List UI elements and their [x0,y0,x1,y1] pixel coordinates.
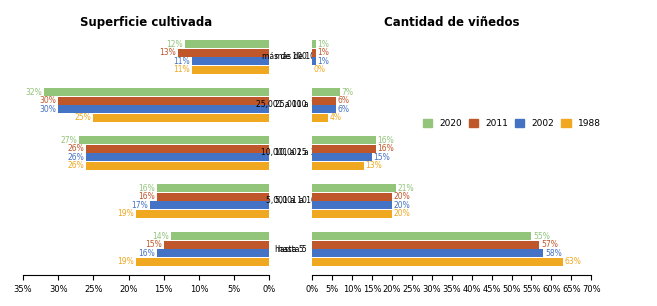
Text: más de 100: más de 100 [275,53,320,62]
Text: 20%: 20% [394,201,410,210]
Bar [312,97,336,105]
Text: 6%: 6% [338,96,350,105]
Text: 1%: 1% [317,48,330,57]
Bar [79,136,269,144]
Text: 26%: 26% [68,144,84,153]
Text: 19%: 19% [117,210,133,218]
Text: 11%: 11% [173,65,190,74]
Text: 20%: 20% [394,210,410,218]
Text: 5,001 a 10: 5,001 a 10 [275,196,316,206]
Text: 4%: 4% [330,114,342,122]
Text: 20%: 20% [394,192,410,201]
Bar [178,49,269,57]
Bar [192,58,269,65]
Bar [150,201,269,209]
Bar [185,40,269,48]
Text: 1%: 1% [317,57,330,66]
Bar [312,258,563,266]
Text: 25%: 25% [74,114,91,122]
Text: 16%: 16% [138,192,154,201]
Text: 32%: 32% [25,88,42,96]
Text: 27%: 27% [60,136,78,144]
Text: más de 100: más de 100 [261,53,307,62]
Text: 11%: 11% [173,57,190,66]
Bar [135,258,269,266]
Text: 13%: 13% [365,162,382,170]
Text: 30%: 30% [39,96,56,105]
Bar [312,249,543,257]
Text: 63%: 63% [565,257,582,267]
Text: hasta 5: hasta 5 [278,244,307,253]
Bar [58,106,269,113]
Bar [157,184,269,192]
Bar [312,193,392,200]
Bar [312,154,372,161]
Text: 7%: 7% [342,88,353,96]
Text: 19%: 19% [117,257,133,267]
Text: 12%: 12% [166,39,183,49]
Legend: 2020, 2011, 2002, 1988: 2020, 2011, 2002, 1988 [422,119,600,128]
Text: 6%: 6% [338,105,350,114]
Bar [135,210,269,218]
Bar [86,162,269,170]
Bar [157,193,269,200]
Text: 26%: 26% [68,162,84,170]
Bar [44,88,269,96]
Bar [312,145,376,152]
Text: 15%: 15% [373,153,390,162]
Text: 14%: 14% [152,232,169,241]
Text: 13%: 13% [159,48,176,57]
Bar [312,88,340,96]
Bar [312,106,336,113]
Text: 5,001 a 10: 5,001 a 10 [265,196,307,206]
Bar [86,154,269,161]
Bar [86,145,269,152]
Text: 10,001 a 25: 10,001 a 25 [261,148,307,158]
Text: 17%: 17% [131,201,148,210]
Text: 0%: 0% [313,65,326,74]
Text: 10,001 a 25: 10,001 a 25 [275,148,321,158]
Text: 15%: 15% [145,240,162,249]
Bar [312,162,364,170]
Text: 16%: 16% [378,136,394,144]
Text: hasta 5: hasta 5 [275,244,304,253]
Bar [312,241,539,248]
Text: 25,001 a 100: 25,001 a 100 [275,100,325,110]
Bar [312,184,396,192]
Text: 16%: 16% [138,184,154,192]
Bar [164,241,269,248]
Text: 26%: 26% [68,153,84,162]
Bar [312,40,316,48]
Text: 30%: 30% [39,105,56,114]
Title: Cantidad de viñedos: Cantidad de viñedos [384,17,520,29]
Text: 25,001 a 100: 25,001 a 100 [256,100,307,110]
Text: 55%: 55% [533,232,550,241]
Bar [171,232,269,240]
Bar [192,66,269,74]
Bar [93,114,269,122]
Bar [312,232,532,240]
Bar [312,49,316,57]
Bar [312,210,392,218]
Title: Superficie cultivada: Superficie cultivada [80,17,212,29]
Text: 16%: 16% [378,144,394,153]
Bar [312,58,316,65]
Text: 58%: 58% [545,249,562,258]
Text: 57%: 57% [541,240,558,249]
Bar [312,136,376,144]
Bar [157,249,269,257]
Bar [58,97,269,105]
Text: 1%: 1% [317,39,330,49]
Bar [312,201,392,209]
Text: 21%: 21% [397,184,414,192]
Bar [312,114,328,122]
Text: 16%: 16% [138,249,154,258]
